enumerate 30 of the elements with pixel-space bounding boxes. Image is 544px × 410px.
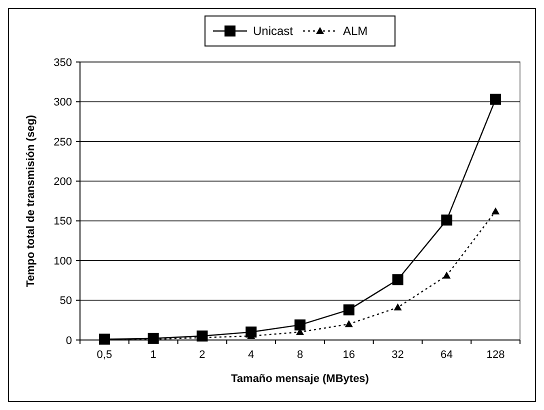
x-tick-label: 4 (248, 349, 254, 361)
legend-label: ALM (343, 24, 368, 38)
point (294, 319, 306, 330)
x-tick-label: 16 (342, 349, 356, 361)
legend-label: Unicast (253, 24, 294, 38)
y-tick-label: 150 (54, 216, 72, 228)
point (392, 274, 404, 286)
x-axis-title: Tamaño mensaje (MBytes) (231, 373, 370, 385)
y-tick-label: 300 (54, 96, 72, 109)
point (442, 272, 451, 279)
point (492, 207, 500, 214)
y-tick-label: 200 (54, 176, 72, 188)
point (441, 214, 452, 226)
x-tick-label: 1 (150, 349, 156, 361)
x-tick-label: 2 (199, 349, 206, 361)
y-tick-label: 350 (54, 56, 72, 69)
point (344, 320, 353, 328)
y-tick-label: 100 (54, 255, 72, 268)
y-tick-label: 50 (60, 295, 72, 308)
y-tick-label: 250 (54, 136, 72, 148)
y-tick-label: 0 (66, 334, 72, 347)
point (394, 303, 402, 310)
x-tick-label: 128 (486, 349, 505, 361)
x-tick-label: 0,5 (96, 349, 112, 361)
x-tick-label: 64 (440, 349, 453, 361)
point (343, 304, 354, 316)
x-tick-label: 8 (296, 349, 304, 361)
x-tick-label: 32 (392, 349, 404, 361)
point (490, 94, 502, 105)
y-axis-title: Tempo total de transmisión (seg) (25, 114, 37, 288)
